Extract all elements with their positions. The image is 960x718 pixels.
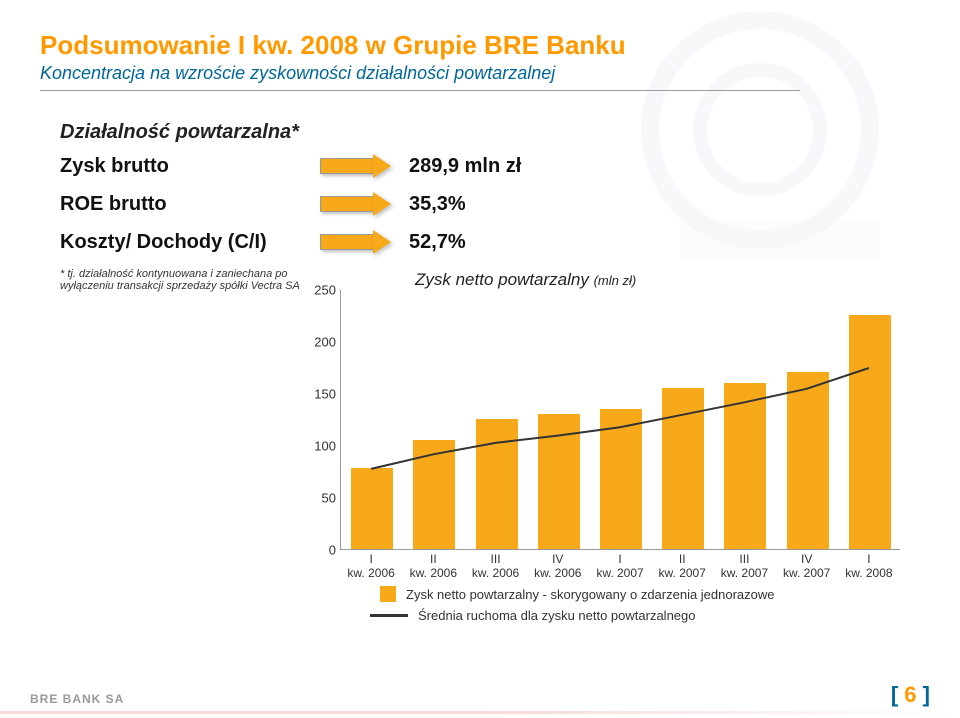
legend-bar: Zysk netto powtarzalny - skorygowany o z…	[380, 586, 775, 602]
page-number: 6	[891, 682, 930, 708]
x-axis-label: IIIkw. 2007	[714, 552, 774, 580]
metrics-block: Działalność powtarzalna* Zysk brutto 289,…	[60, 121, 960, 254]
footer-rule	[0, 711, 960, 714]
legend: Zysk netto powtarzalny - skorygowany o z…	[380, 586, 775, 629]
x-axis-label: Ikw. 2008	[839, 552, 899, 580]
plot-area	[340, 290, 900, 550]
metric-value: 289,9 mln zł	[409, 155, 521, 178]
metric-label: ROE brutto	[60, 193, 320, 216]
chart-title: Zysk netto powtarzalny (mln zł)	[415, 270, 636, 290]
bar	[413, 440, 455, 549]
arrow-icon	[320, 230, 391, 254]
bar	[787, 372, 829, 549]
y-axis-label: 250	[306, 283, 336, 298]
bar	[724, 383, 766, 549]
y-axis-label: 100	[306, 439, 336, 454]
y-axis-label: 150	[306, 387, 336, 402]
metric-row: ROE brutto 35,3%	[60, 192, 960, 216]
rule	[40, 90, 800, 91]
bar	[600, 409, 642, 549]
x-axis-label: Ikw. 2006	[341, 552, 401, 580]
logo-text: BRE BANK SA	[30, 692, 124, 706]
arrow-icon	[320, 154, 391, 178]
metric-value: 52,7%	[409, 231, 466, 254]
x-axis-label: Ikw. 2007	[590, 552, 650, 580]
metric-row: Koszty/ Dochody (C/I) 52,7%	[60, 230, 960, 254]
footer: BRE BANK SA	[30, 692, 124, 706]
x-axis-label: IVkw. 2007	[777, 552, 837, 580]
x-axis-label: IIkw. 2007	[652, 552, 712, 580]
y-axis-label: 200	[306, 335, 336, 350]
y-axis-label: 0	[306, 543, 336, 558]
x-axis-label: IIkw. 2006	[403, 552, 463, 580]
x-axis-label: IIIkw. 2006	[466, 552, 526, 580]
metric-label: Koszty/ Dochody (C/I)	[60, 231, 320, 254]
metric-value: 35,3%	[409, 193, 466, 216]
page-subtitle: Koncentracja na wzroście zyskowności dzi…	[40, 63, 920, 84]
arrow-icon	[320, 192, 391, 216]
bar	[538, 414, 580, 549]
metric-row: Zysk brutto 289,9 mln zł	[60, 154, 960, 178]
section-label: Działalność powtarzalna*	[60, 121, 960, 144]
y-axis-label: 50	[306, 491, 336, 506]
x-axis-label: IVkw. 2006	[528, 552, 588, 580]
bar	[849, 315, 891, 549]
metric-label: Zysk brutto	[60, 155, 320, 178]
bar	[662, 388, 704, 549]
footnote: * tj. działalność kontynuowana i zaniech…	[60, 268, 320, 292]
page-title: Podsumowanie I kw. 2008 w Grupie BRE Ban…	[40, 30, 920, 61]
bar	[476, 419, 518, 549]
bar	[351, 468, 393, 549]
chart: Zysk netto powtarzalny (mln zł) Zysk net…	[300, 290, 920, 630]
legend-line: Średnia ruchoma dla zysku netto powtarza…	[380, 608, 775, 623]
